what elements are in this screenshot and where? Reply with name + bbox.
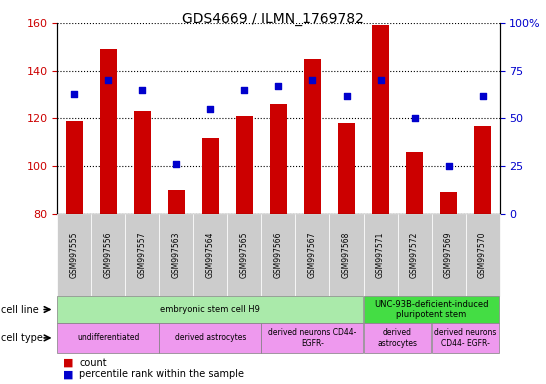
Bar (134, 111, 151, 214)
Text: ■: ■ (63, 369, 73, 379)
Bar (100, 49, 117, 214)
Point (410, 116, 419, 122)
Point (308, 77, 317, 83)
Text: GSM997571: GSM997571 (376, 232, 385, 278)
Text: GSM997565: GSM997565 (240, 232, 249, 278)
Text: UNC-93B-deficient-induced
pluripotent stem: UNC-93B-deficient-induced pluripotent st… (375, 300, 489, 319)
Text: derived astrocytes: derived astrocytes (175, 333, 246, 343)
Text: GSM997556: GSM997556 (104, 232, 113, 278)
Text: derived
astrocytes: derived astrocytes (377, 328, 418, 348)
Bar (168, 190, 185, 214)
Text: GSM997570: GSM997570 (478, 232, 487, 278)
Text: GSM997555: GSM997555 (70, 232, 79, 278)
Point (342, 93, 351, 99)
Bar (474, 126, 491, 214)
Text: GSM997566: GSM997566 (274, 232, 283, 278)
Point (274, 83, 283, 89)
Point (478, 93, 487, 99)
Text: GSM997557: GSM997557 (138, 232, 147, 278)
Text: count: count (79, 358, 107, 368)
Text: ■: ■ (63, 358, 73, 368)
Text: cell line: cell line (1, 305, 39, 314)
Bar (66, 121, 83, 214)
Bar (440, 192, 457, 214)
Bar (338, 123, 355, 214)
Bar (202, 137, 219, 214)
Point (240, 87, 249, 93)
Text: GSM997572: GSM997572 (410, 232, 419, 278)
Bar (236, 116, 253, 214)
Point (70, 91, 79, 97)
Text: GSM997567: GSM997567 (308, 232, 317, 278)
Text: derived neurons CD44-
EGFR-: derived neurons CD44- EGFR- (268, 328, 357, 348)
Point (172, 161, 181, 167)
Text: GSM997563: GSM997563 (172, 232, 181, 278)
Text: GDS4669 / ILMN_1769782: GDS4669 / ILMN_1769782 (182, 12, 364, 25)
Point (444, 163, 453, 169)
Point (138, 87, 147, 93)
Text: cell type: cell type (1, 333, 43, 343)
Text: percentile rank within the sample: percentile rank within the sample (79, 369, 244, 379)
Text: undifferentiated: undifferentiated (77, 333, 140, 343)
Bar (372, 25, 389, 214)
Bar (270, 104, 287, 214)
Text: GSM997569: GSM997569 (444, 232, 453, 278)
Point (104, 77, 112, 83)
Text: embryonic stem cell H9: embryonic stem cell H9 (161, 305, 260, 314)
Text: GSM997564: GSM997564 (206, 232, 215, 278)
Bar (304, 59, 321, 214)
Bar (406, 152, 423, 214)
Text: GSM997568: GSM997568 (342, 232, 351, 278)
Point (376, 77, 385, 83)
Point (206, 106, 215, 112)
Text: derived neurons
CD44- EGFR-: derived neurons CD44- EGFR- (435, 328, 497, 348)
